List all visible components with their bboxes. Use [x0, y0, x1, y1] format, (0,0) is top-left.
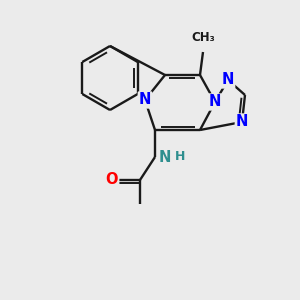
Text: CH₃: CH₃: [191, 31, 215, 44]
Text: N: N: [236, 115, 248, 130]
Text: H: H: [175, 151, 185, 164]
Text: N: N: [222, 73, 234, 88]
Text: N: N: [139, 92, 151, 107]
Text: O: O: [106, 172, 118, 188]
Text: N: N: [159, 149, 171, 164]
Text: N: N: [209, 94, 221, 110]
